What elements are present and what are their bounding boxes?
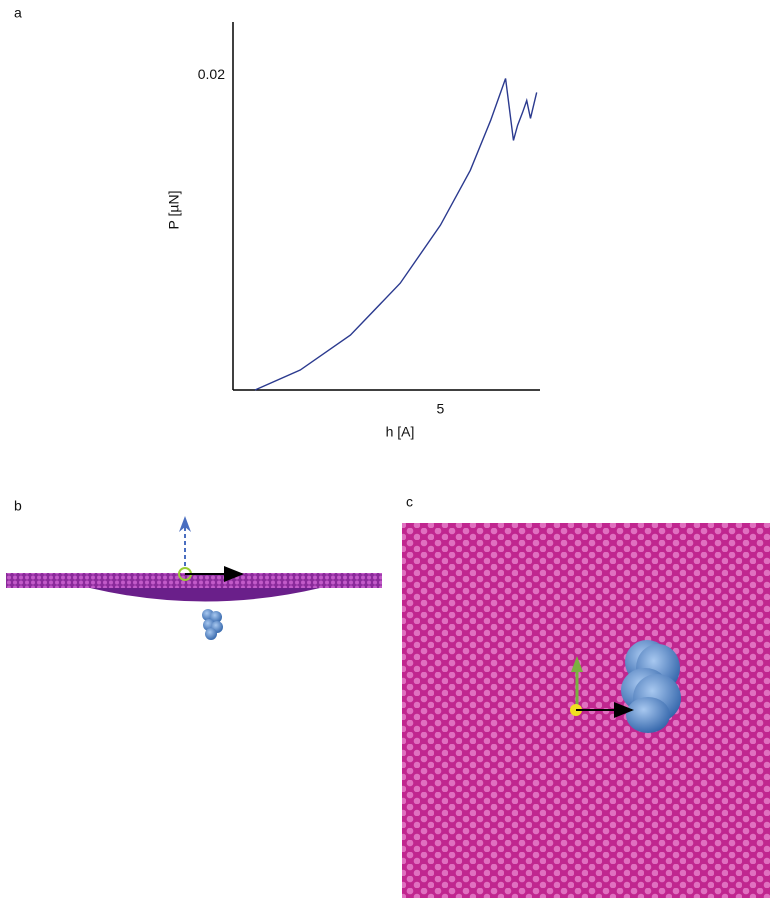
y-tick-label: 0.02 <box>198 66 225 82</box>
panel-label: b <box>14 498 22 514</box>
y-axis-label: P [µN] <box>166 191 182 230</box>
top-view <box>402 523 770 898</box>
x-axis-label: h [A] <box>386 424 415 440</box>
x-tick-label: 5 <box>437 401 445 417</box>
figure: a b c h [A] P [µN] 0.02 5 <box>0 0 770 898</box>
panel-label: a <box>14 5 22 21</box>
side-view <box>6 516 382 640</box>
panel-label: c <box>406 494 413 510</box>
data-line <box>255 78 537 390</box>
